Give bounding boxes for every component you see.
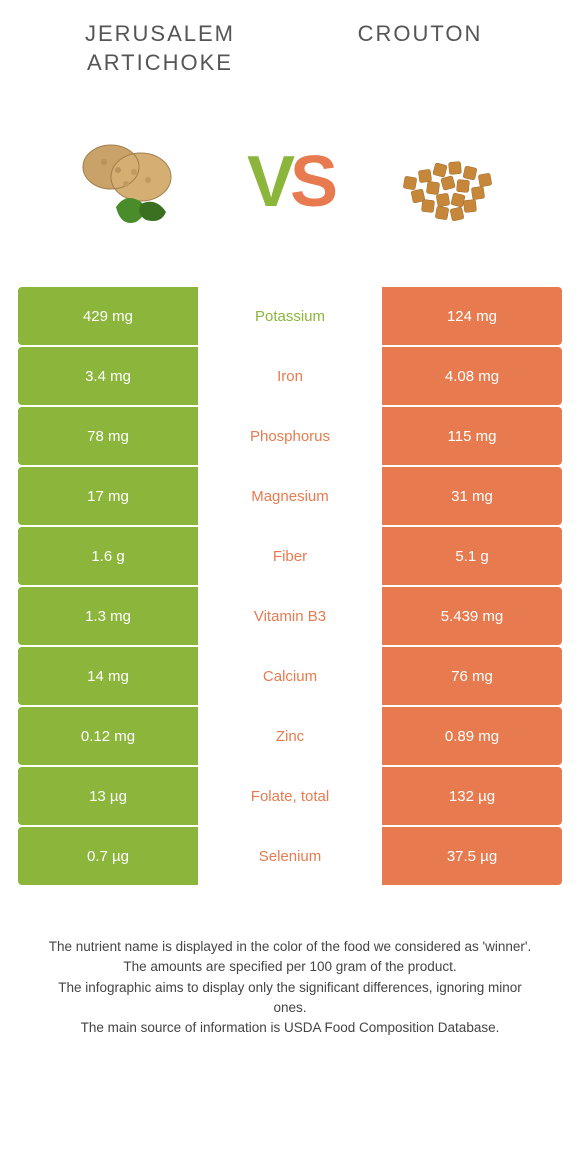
- header-row: JERUSALEM ARTICHOKE CROUTON: [0, 0, 580, 87]
- nutrient-row: 0.7 µgSelenium37.5 µg: [18, 827, 562, 885]
- left-value: 0.12 mg: [18, 707, 198, 765]
- right-value: 5.439 mg: [382, 587, 562, 645]
- right-value: 5.1 g: [382, 527, 562, 585]
- footer-line: The amounts are specified per 100 gram o…: [40, 957, 540, 977]
- nutrient-row: 14 mgCalcium76 mg: [18, 647, 562, 705]
- nutrient-row: 429 mgPotassium124 mg: [18, 287, 562, 345]
- nutrient-row: 1.3 mgVitamin B35.439 mg: [18, 587, 562, 645]
- left-value: 78 mg: [18, 407, 198, 465]
- right-value: 31 mg: [382, 467, 562, 525]
- nutrient-table: 429 mgPotassium124 mg3.4 mgIron4.08 mg78…: [0, 287, 580, 885]
- left-food-image: [30, 107, 232, 257]
- artichoke-icon: [56, 122, 206, 242]
- right-value: 37.5 µg: [382, 827, 562, 885]
- left-value: 13 µg: [18, 767, 198, 825]
- nutrient-label: Potassium: [200, 287, 380, 345]
- nutrient-label: Iron: [200, 347, 380, 405]
- nutrient-label: Fiber: [200, 527, 380, 585]
- nutrient-label: Magnesium: [200, 467, 380, 525]
- footer-line: The nutrient name is displayed in the co…: [40, 937, 540, 957]
- footer-line: The infographic aims to display only the…: [40, 978, 540, 1019]
- left-value: 14 mg: [18, 647, 198, 705]
- vs-s-letter: S: [290, 141, 333, 223]
- vs-label: VS: [232, 141, 348, 223]
- nutrient-label: Phosphorus: [200, 407, 380, 465]
- right-value: 132 µg: [382, 767, 562, 825]
- right-value: 124 mg: [382, 287, 562, 345]
- left-value: 1.6 g: [18, 527, 198, 585]
- right-food-image: [348, 107, 550, 257]
- nutrient-row: 1.6 gFiber5.1 g: [18, 527, 562, 585]
- left-value: 0.7 µg: [18, 827, 198, 885]
- nutrient-row: 13 µgFolate, total132 µg: [18, 767, 562, 825]
- right-value: 4.08 mg: [382, 347, 562, 405]
- nutrient-row: 17 mgMagnesium31 mg: [18, 467, 562, 525]
- right-food-title: CROUTON: [290, 20, 550, 77]
- right-value: 0.89 mg: [382, 707, 562, 765]
- vs-v-letter: V: [247, 141, 290, 223]
- nutrient-row: 3.4 mgIron4.08 mg: [18, 347, 562, 405]
- right-value: 76 mg: [382, 647, 562, 705]
- left-value: 429 mg: [18, 287, 198, 345]
- nutrient-label: Calcium: [200, 647, 380, 705]
- right-value: 115 mg: [382, 407, 562, 465]
- nutrient-label: Selenium: [200, 827, 380, 885]
- nutrient-label: Vitamin B3: [200, 587, 380, 645]
- image-row: VS: [0, 87, 580, 287]
- nutrient-row: 78 mgPhosphorus115 mg: [18, 407, 562, 465]
- left-value: 17 mg: [18, 467, 198, 525]
- footer-notes: The nutrient name is displayed in the co…: [0, 887, 580, 1058]
- nutrient-row: 0.12 mgZinc0.89 mg: [18, 707, 562, 765]
- left-value: 1.3 mg: [18, 587, 198, 645]
- left-value: 3.4 mg: [18, 347, 198, 405]
- nutrient-label: Folate, total: [200, 767, 380, 825]
- nutrient-label: Zinc: [200, 707, 380, 765]
- footer-line: The main source of information is USDA F…: [40, 1018, 540, 1038]
- crouton-icon: [374, 122, 524, 242]
- infographic-container: JERUSALEM ARTICHOKE CROUTON VS: [0, 0, 580, 1058]
- left-food-title: JERUSALEM ARTICHOKE: [30, 20, 290, 77]
